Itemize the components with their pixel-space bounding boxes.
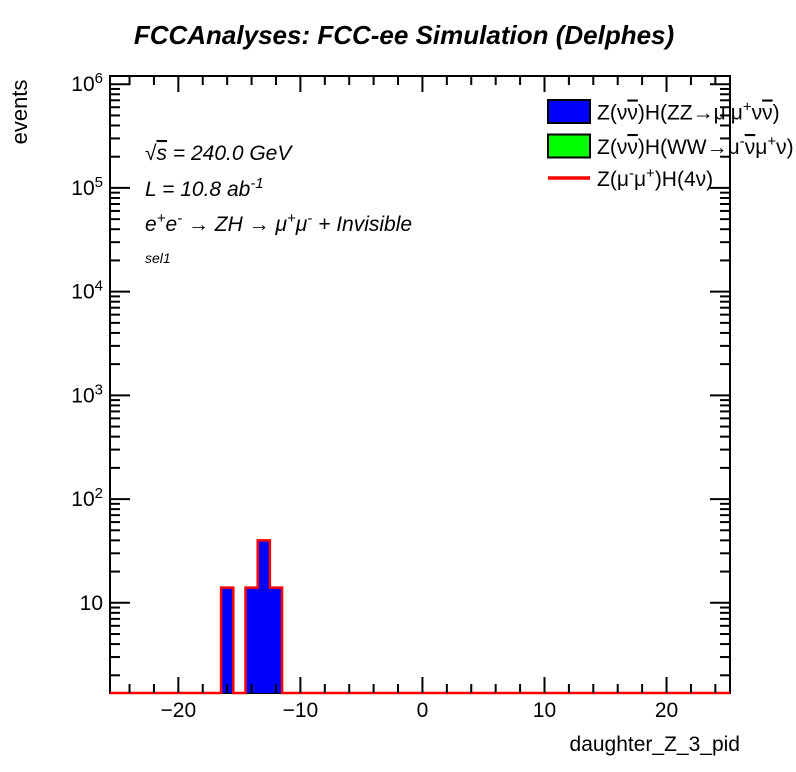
y-axis: 10 102 103 104 105 106 [71,70,730,677]
annotations: √s = 240.0 GeV L = 10.8 ab-1 e+e- → ZH → μ… [145,142,412,266]
histogram-shape [110,539,730,695]
legend-swatch [547,99,591,124]
legend: Z(νν)H(ZZ→μ-μ+νν) Z(νν)H(WW→μ-νμ+ν) Z(μ-μ+… [547,99,794,191]
annotation-selection: sel1 [145,250,171,266]
annotation-luminosity: L = 10.8 ab-1 [145,175,264,201]
annotation-process: e+e- → ZH → μ+μ- + Invisible [145,210,412,236]
x-tick-label: −10 [283,699,319,722]
histogram-series [110,539,730,695]
y-tick-label: 103 [71,381,103,407]
x-tick-label: 0 [417,699,429,722]
x-tick-label: 20 [655,699,678,722]
x-axis: −20 −10 0 10 20 [128,76,717,722]
x-tick-label: −20 [161,699,197,722]
y-tick-label: 104 [71,278,103,304]
legend-label: Z(νν)H(ZZ→μ-μ+νν) [597,99,780,125]
y-axis-title: events [7,80,32,145]
y-tick-label: 10 [80,592,103,615]
y-tick-label: 105 [71,174,103,200]
x-axis-title: daughter_Z_3_pid [570,733,740,756]
chart-title: FCCAnalyses: FCC-ee Simulation (Delphes) [133,20,675,50]
y-tick-label: 102 [71,485,103,511]
annotation-sqrt-s: √s = 240.0 GeV [145,142,293,165]
legend-label: Z(μ-μ+)H(4ν) [597,165,713,191]
legend-swatch [547,133,591,159]
x-tick-label: 10 [533,699,556,722]
legend-label: Z(νν)H(WW→μ-νμ+ν) [597,133,794,159]
y-tick-label: 106 [71,70,103,96]
